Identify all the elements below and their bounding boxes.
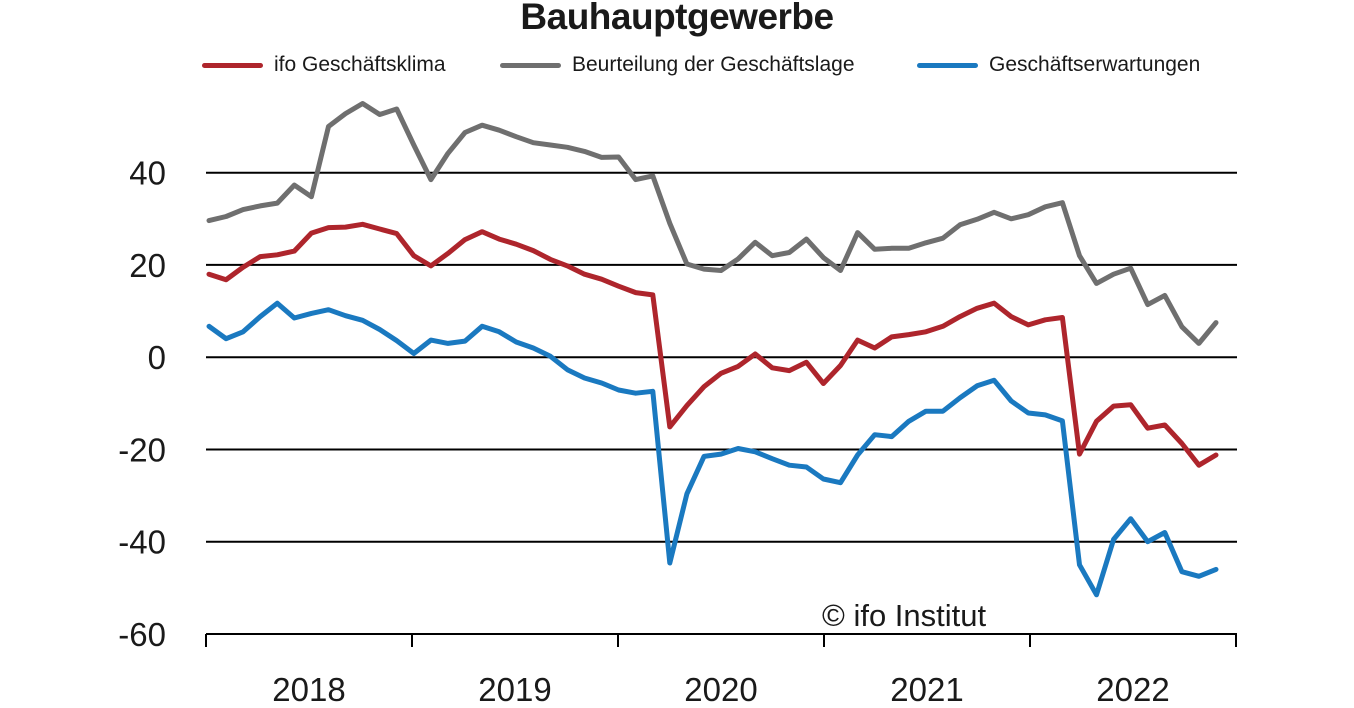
series-line-0 — [206, 221, 1219, 468]
legend-label-geschaeftsklima: ifo Geschäftsklima — [274, 53, 446, 76]
series-line-2 — [206, 300, 1219, 598]
y-tick-label--20: -20 — [118, 432, 166, 469]
legend-item-geschaeftslage: Beurteilung der Geschäftslage — [500, 52, 855, 78]
x-tick-label-2020: 2020 — [684, 671, 757, 708]
legend-item-geschaeftserwartungen: Geschäftserwartungen — [917, 52, 1200, 78]
x-tick-label-2019: 2019 — [478, 671, 551, 708]
y-tick-label-0: 0 — [148, 339, 166, 376]
legend-label-geschaeftslage: Beurteilung der Geschäftslage — [572, 53, 855, 76]
x-tick-label-2022: 2022 — [1096, 671, 1169, 708]
chart-title: Bauhauptgewerbe — [520, 0, 834, 37]
y-tick-label-20: 20 — [129, 247, 166, 284]
gridlines-layer — [206, 171, 1237, 543]
legend-label-geschaeftserwartungen: Geschäftserwartungen — [989, 53, 1201, 76]
x-axis-layer — [205, 633, 1237, 647]
y-tick-label--40: -40 — [118, 524, 166, 561]
x-tick-label-2018: 2018 — [272, 671, 345, 708]
legend-swatch-blue-line — [917, 62, 978, 68]
y-tick-label-40: 40 — [129, 155, 166, 192]
y-tick-label--60: -60 — [118, 616, 166, 653]
data-series-layer — [206, 101, 1219, 598]
legend-item-geschaeftsklima: ifo Geschäftsklima — [202, 52, 446, 78]
series-line-1 — [206, 101, 1219, 346]
legend-swatch-gray-line — [500, 62, 561, 68]
axis-labels-layer: 40 20 0 -20 -40 -60 2018 2019 2020 2021 2022 — [118, 155, 1169, 708]
watermark-ifo-institut: © ifo Institut — [822, 598, 987, 633]
x-tick-label-2021: 2021 — [890, 671, 963, 708]
legend-swatch-red-line — [202, 62, 263, 68]
